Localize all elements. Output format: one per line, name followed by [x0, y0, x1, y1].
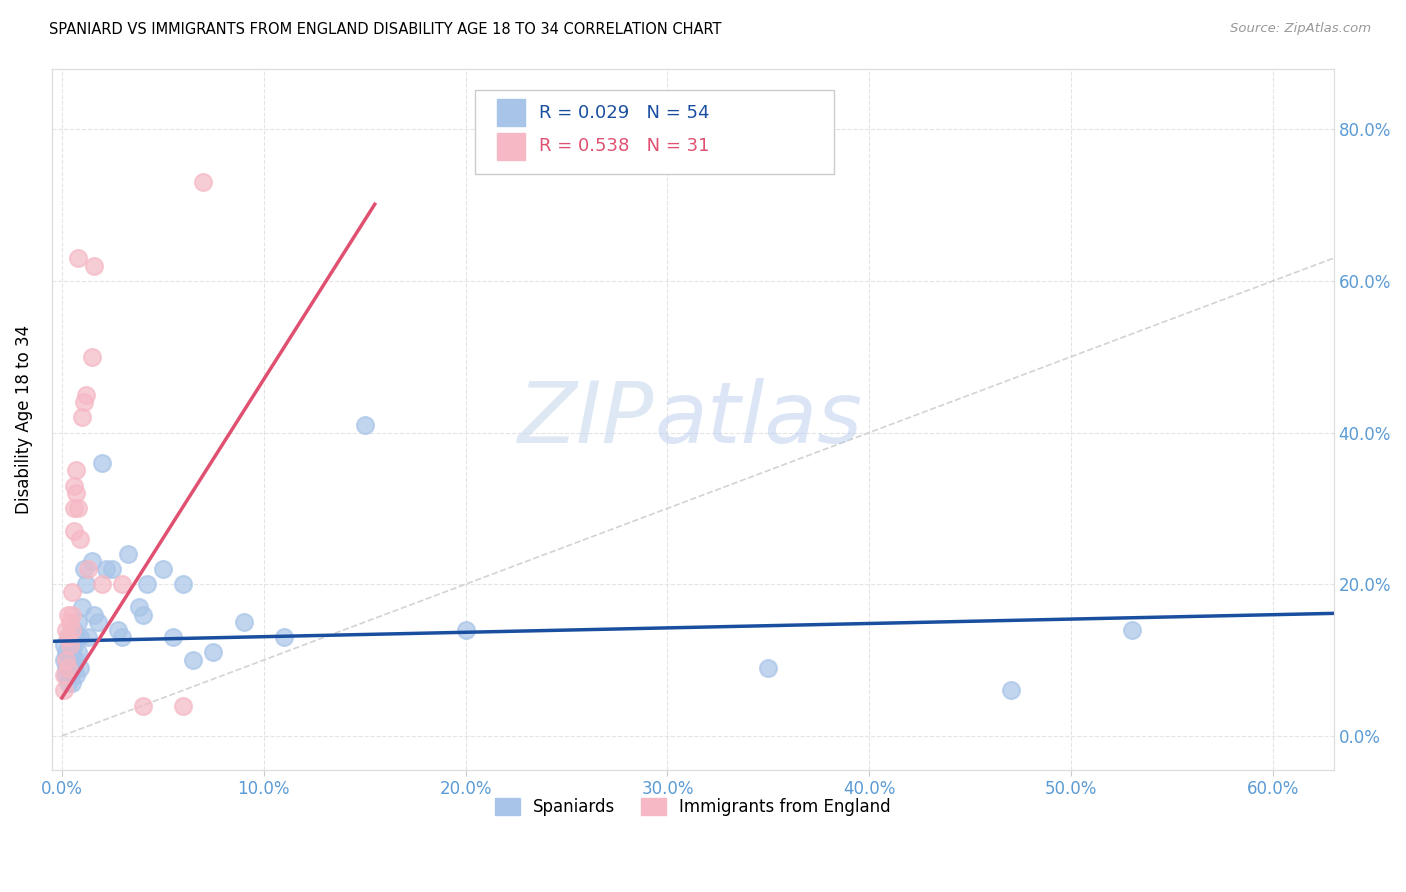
Point [77, 562, 100, 576]
Point [52, 638, 75, 652]
Point [77, 630, 100, 644]
Point [60, 584, 83, 599]
Point [56, 607, 79, 622]
Point [56, 675, 79, 690]
Point [107, 623, 129, 637]
Point [191, 175, 214, 189]
Point [131, 607, 153, 622]
Point [52, 653, 75, 667]
Point [65, 653, 87, 667]
Point [55, 645, 77, 659]
Point [59, 668, 82, 682]
Point [55, 660, 77, 674]
Bar [496, 133, 524, 160]
Point [55, 623, 77, 637]
Text: SPANIARD VS IMMIGRANTS FROM ENGLAND DISABILITY AGE 18 TO 34 CORRELATION CHART: SPANIARD VS IMMIGRANTS FROM ENGLAND DISA… [49, 22, 721, 37]
Point [82, 350, 104, 364]
Point [63, 623, 86, 637]
Point [66, 645, 89, 659]
Bar [496, 99, 524, 126]
Point [83, 607, 105, 622]
Point [117, 547, 139, 561]
Point [63, 524, 86, 538]
Point [758, 660, 780, 674]
FancyBboxPatch shape [475, 89, 834, 174]
Point [60, 645, 83, 659]
Point [59, 638, 82, 652]
Point [69, 532, 91, 546]
Point [172, 698, 194, 713]
Point [202, 645, 225, 659]
Point [101, 562, 124, 576]
Point [59, 615, 82, 629]
Point [66, 251, 89, 265]
Point [60, 675, 83, 690]
Point [454, 623, 477, 637]
Point [59, 660, 82, 674]
Point [65, 668, 87, 682]
Point [59, 638, 82, 652]
Point [91, 577, 114, 591]
Point [56, 653, 79, 667]
Point [131, 698, 153, 713]
Point [65, 463, 87, 477]
Point [55, 668, 77, 682]
Point [65, 630, 87, 644]
Point [232, 615, 254, 629]
Text: ZIP: ZIP [517, 377, 654, 461]
Point [66, 501, 89, 516]
Point [75, 577, 97, 591]
Point [65, 486, 87, 500]
Point [353, 417, 375, 432]
Point [75, 387, 97, 401]
Text: Source: ZipAtlas.com: Source: ZipAtlas.com [1230, 22, 1371, 36]
Text: atlas: atlas [654, 377, 862, 461]
Y-axis label: Disability Age 18 to 34: Disability Age 18 to 34 [15, 325, 32, 514]
Point [63, 501, 86, 516]
Point [60, 653, 83, 667]
Point [56, 630, 79, 644]
Point [111, 577, 134, 591]
Point [55, 653, 77, 667]
Point [52, 683, 75, 698]
Point [59, 645, 82, 659]
Point [181, 653, 204, 667]
Point [56, 630, 79, 644]
Point [60, 630, 83, 644]
Point [111, 630, 134, 644]
Point [73, 562, 96, 576]
Text: R = 0.538   N = 31: R = 0.538 N = 31 [538, 137, 710, 155]
Text: R = 0.029   N = 54: R = 0.029 N = 54 [538, 103, 710, 121]
Point [70, 410, 93, 425]
Point [152, 562, 174, 576]
Point [52, 668, 75, 682]
Point [56, 660, 79, 674]
Point [66, 615, 89, 629]
Point [70, 599, 93, 614]
Point [63, 660, 86, 674]
Point [162, 630, 184, 644]
Point [273, 630, 295, 644]
Point [73, 395, 96, 409]
Point [96, 562, 118, 576]
Point [91, 456, 114, 470]
Point [1000, 683, 1022, 698]
Point [63, 478, 86, 492]
Point [135, 577, 157, 591]
Point [128, 599, 150, 614]
Point [60, 623, 83, 637]
Point [172, 577, 194, 591]
Point [1121, 623, 1143, 637]
Point [69, 660, 91, 674]
Point [82, 554, 104, 568]
Legend: Spaniards, Immigrants from England: Spaniards, Immigrants from England [486, 790, 898, 825]
Point [60, 607, 83, 622]
Point [69, 630, 91, 644]
Point [87, 615, 110, 629]
Point [63, 638, 86, 652]
Point [83, 259, 105, 273]
